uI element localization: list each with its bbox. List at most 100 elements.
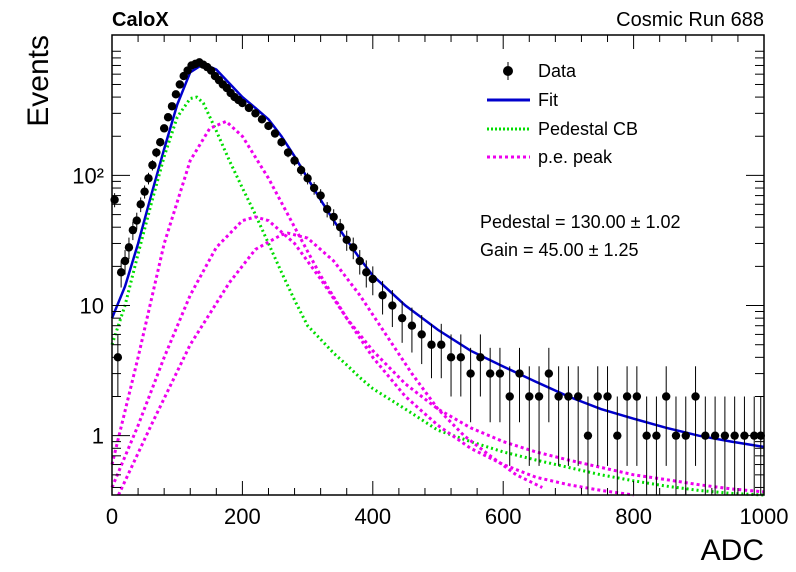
pedestal-stat: Pedestal = 130.00 ± 1.02 — [480, 212, 681, 232]
pe-peak-curve-2 — [110, 215, 634, 497]
data-point — [730, 431, 739, 440]
data-point — [662, 392, 671, 401]
data-point — [603, 392, 612, 401]
data-point — [251, 109, 260, 118]
legend-entry-fit: Fit — [487, 90, 558, 110]
data-point — [671, 431, 681, 440]
data-point — [681, 431, 690, 440]
data-point — [495, 369, 505, 378]
legend-label-pe-peak: p.e. peak — [538, 147, 613, 167]
data-point — [349, 243, 358, 252]
x-tick-label: 600 — [485, 504, 522, 529]
data-point — [427, 340, 436, 349]
data-point — [342, 235, 351, 245]
data-point — [316, 191, 325, 200]
data-point — [290, 156, 299, 165]
pe-peak-curve-1 — [110, 119, 765, 494]
data-point — [466, 369, 475, 378]
data-point — [378, 291, 387, 300]
axis-ticks — [111, 35, 765, 495]
data-point — [264, 121, 273, 131]
data-point — [593, 392, 602, 401]
data-point — [691, 392, 700, 401]
data-points-layer — [110, 58, 765, 495]
data-point — [642, 431, 651, 440]
data-point — [167, 102, 177, 111]
data-point — [652, 431, 661, 440]
data-point — [485, 369, 495, 378]
data-point — [159, 124, 169, 133]
data-point — [544, 369, 554, 378]
y-tick-label: 10 — [80, 294, 104, 319]
data-point — [622, 392, 632, 401]
data-point — [573, 392, 583, 401]
data-point — [505, 392, 514, 401]
legend-entry-pe-peak: p.e. peak — [487, 147, 613, 167]
legend-entry-data: Data — [503, 61, 577, 81]
data-point — [456, 353, 466, 362]
data-point — [564, 392, 573, 401]
data-point — [534, 392, 544, 401]
header-left-label: CaloX — [112, 9, 169, 31]
data-point — [140, 187, 149, 196]
x-tick-label: 400 — [354, 504, 391, 529]
pedestal-cb-curve — [110, 95, 765, 497]
data-point — [329, 212, 338, 222]
legend-label-fit: Fit — [538, 90, 558, 110]
data-point — [720, 431, 730, 440]
data-point — [583, 431, 593, 440]
y-tick-label: 10² — [72, 163, 104, 188]
data-point — [613, 431, 622, 440]
data-point — [632, 392, 642, 401]
header-right-label: Cosmic Run 688 — [616, 9, 764, 31]
legend-entry-pedestal: Pedestal CB — [487, 119, 638, 139]
data-point — [322, 205, 332, 214]
data-point — [120, 256, 130, 266]
data-point — [554, 392, 563, 401]
data-point — [355, 256, 364, 266]
data-point — [283, 148, 293, 157]
data-point — [163, 113, 173, 122]
data-point — [303, 174, 312, 183]
data-point — [270, 129, 280, 138]
data-point — [156, 138, 165, 147]
data-point — [277, 138, 286, 147]
data-point — [476, 353, 485, 362]
data-point — [388, 301, 397, 310]
gain-stat: Gain = 45.00 ± 1.25 — [480, 240, 639, 260]
x-axis-title: ADC — [701, 534, 764, 567]
data-point — [238, 98, 247, 108]
data-point — [362, 268, 371, 277]
axis-tick-labels: 0 200 400 600 800 1000 1 10 10² — [72, 163, 788, 529]
data-point — [336, 223, 345, 232]
data-point — [515, 369, 524, 378]
y-axis-title: Events — [22, 35, 55, 127]
data-point — [171, 90, 181, 99]
data-point — [116, 268, 126, 277]
y-tick-label: 1 — [92, 424, 104, 449]
data-point — [437, 340, 446, 349]
data-point — [397, 313, 407, 323]
pe-peak-curve-3 — [117, 231, 543, 496]
x-tick-label: 1000 — [740, 504, 789, 529]
data-point — [124, 243, 134, 252]
legend-label-data: Data — [538, 61, 577, 81]
data-point — [244, 103, 254, 113]
data-point — [257, 115, 267, 124]
x-tick-label: 0 — [106, 504, 118, 529]
x-tick-label: 200 — [224, 504, 261, 529]
data-point — [296, 165, 306, 175]
data-point — [309, 183, 319, 193]
data-point — [368, 274, 377, 284]
data-point — [175, 80, 185, 89]
data-point — [128, 225, 138, 235]
data-point — [136, 200, 145, 209]
data-point — [701, 431, 710, 440]
data-point — [446, 353, 456, 362]
data-point — [148, 160, 157, 170]
plot-frame — [111, 34, 765, 496]
data-point — [152, 148, 161, 157]
data-point — [132, 216, 141, 225]
data-point — [710, 431, 720, 440]
